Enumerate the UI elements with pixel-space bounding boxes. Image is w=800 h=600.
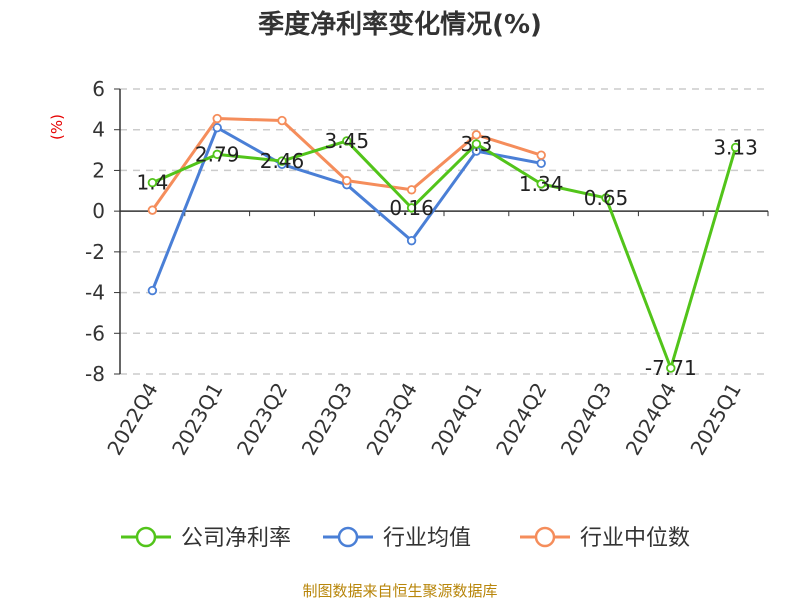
legend-swatch-marker xyxy=(135,526,157,548)
series-line xyxy=(151,139,738,370)
data-label: 3.13 xyxy=(713,135,758,159)
legend-label: 行业均值 xyxy=(383,526,471,551)
y-tick-label: 0 xyxy=(92,199,105,223)
data-point xyxy=(277,115,287,126)
data-labels: 1.4 2.79 2.46 3.45 0.16 3.3 1.34 0.65 -7.71 3.13 xyxy=(136,129,757,380)
data-point xyxy=(342,175,352,186)
grid-lines xyxy=(120,88,768,375)
x-tick-label: 2025Q1 xyxy=(685,379,745,460)
y-tick-label: -8 xyxy=(85,362,105,386)
series-layer xyxy=(147,113,741,373)
data-label: 1.34 xyxy=(519,172,564,196)
x-tick-label: 2024Q1 xyxy=(426,379,486,460)
source-note: 制图数据来自恒生聚源数据库 xyxy=(302,582,497,600)
y-tick-label: -2 xyxy=(85,240,105,264)
y-tick-label: -6 xyxy=(85,321,105,345)
data-point xyxy=(147,285,158,296)
x-tick-label: 2022Q4 xyxy=(102,379,162,460)
data-point xyxy=(342,136,352,146)
data-point xyxy=(212,149,222,160)
legend-label: 公司净利率 xyxy=(181,526,291,551)
data-label: 3.3 xyxy=(460,132,492,156)
data-point xyxy=(536,158,546,169)
legend-swatch-marker xyxy=(534,526,556,548)
legend-item[interactable]: 行业中位数 xyxy=(520,526,690,551)
data-label: 1.4 xyxy=(136,171,168,195)
data-label: 2.46 xyxy=(260,149,305,173)
data-point xyxy=(147,205,158,215)
x-tick-label: 2023Q3 xyxy=(297,379,357,460)
data-point xyxy=(212,113,222,124)
data-label: 0.16 xyxy=(389,196,434,220)
data-point xyxy=(471,130,482,140)
data-label: 0.65 xyxy=(584,186,629,210)
data-label: 2.79 xyxy=(195,142,240,166)
data-point xyxy=(147,177,158,188)
x-tick-label: 2024Q3 xyxy=(556,379,616,460)
data-point xyxy=(471,139,482,149)
legend-item[interactable]: 公司净利率 xyxy=(121,526,291,551)
x-tick-label: 2023Q2 xyxy=(232,379,292,460)
legend-label: 行业中位数 xyxy=(580,526,690,551)
data-point xyxy=(730,142,741,153)
data-point xyxy=(406,185,417,195)
data-point xyxy=(536,150,546,160)
data-point xyxy=(406,203,417,213)
y-tick-label: -4 xyxy=(85,281,105,305)
data-label: -7.71 xyxy=(645,356,697,380)
x-tick-label: 2023Q4 xyxy=(361,379,421,460)
data-point xyxy=(277,156,287,166)
data-point xyxy=(536,179,546,189)
data-label: 3.45 xyxy=(325,129,370,153)
x-tick-label: 2024Q4 xyxy=(621,379,681,460)
y-tick-label: 4 xyxy=(92,118,105,142)
data-point xyxy=(406,235,417,246)
data-point xyxy=(666,363,676,373)
data-point xyxy=(601,193,611,203)
y-tick-label: 2 xyxy=(92,158,105,182)
data-point xyxy=(212,122,222,133)
legend: 公司净利率 行业均值 行业中位数 xyxy=(121,526,690,551)
legend-item[interactable]: 行业均值 xyxy=(323,526,471,551)
legend-swatch-marker xyxy=(337,526,359,548)
y-tick-label: 6 xyxy=(92,77,105,101)
y-axis-unit: (%) xyxy=(48,114,66,140)
x-tick-label: 2024Q2 xyxy=(491,379,551,460)
x-tick-label: 2023Q1 xyxy=(167,379,227,460)
chart-title: 季度净利率变化情况(%) xyxy=(258,9,542,40)
